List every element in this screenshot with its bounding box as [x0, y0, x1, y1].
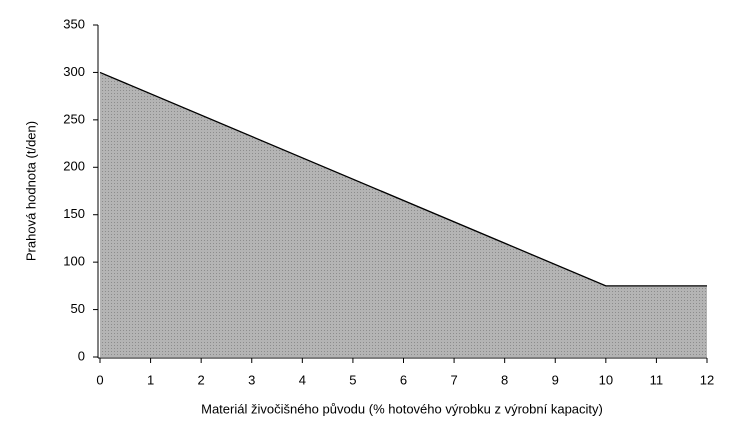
y-tick-label: 150 — [63, 206, 85, 221]
y-tick-label: 200 — [63, 159, 85, 174]
x-tick-label: 0 — [96, 372, 103, 387]
y-tick-label: 50 — [71, 301, 85, 316]
x-tick-label: 3 — [248, 372, 255, 387]
x-axis-label: Materiál živočišného původu (% hotového … — [201, 401, 603, 416]
x-tick-label: 6 — [400, 372, 407, 387]
y-tick-label: 100 — [63, 254, 85, 269]
x-tick-label: 5 — [349, 372, 356, 387]
x-tick-label: 1 — [147, 372, 154, 387]
y-axis-label: Prahová hodnota (t/den) — [23, 121, 38, 261]
line — [99, 71, 707, 287]
x-tick-label: 4 — [299, 372, 306, 387]
y-tick-label: 0 — [78, 348, 85, 363]
y-tick-label: 250 — [63, 111, 85, 126]
x-tick-label: 12 — [700, 372, 714, 387]
y-tick-label: 300 — [63, 64, 85, 79]
x-tick-label: 9 — [552, 372, 559, 387]
area — [100, 72, 707, 357]
y-tick-label: 350 — [63, 16, 85, 31]
x-tick-label: 8 — [501, 372, 508, 387]
x-tick-label: 7 — [450, 372, 457, 387]
x-tick-label: 10 — [599, 372, 613, 387]
x-tick-label: 2 — [198, 372, 205, 387]
x-tick-label: 11 — [650, 372, 664, 387]
